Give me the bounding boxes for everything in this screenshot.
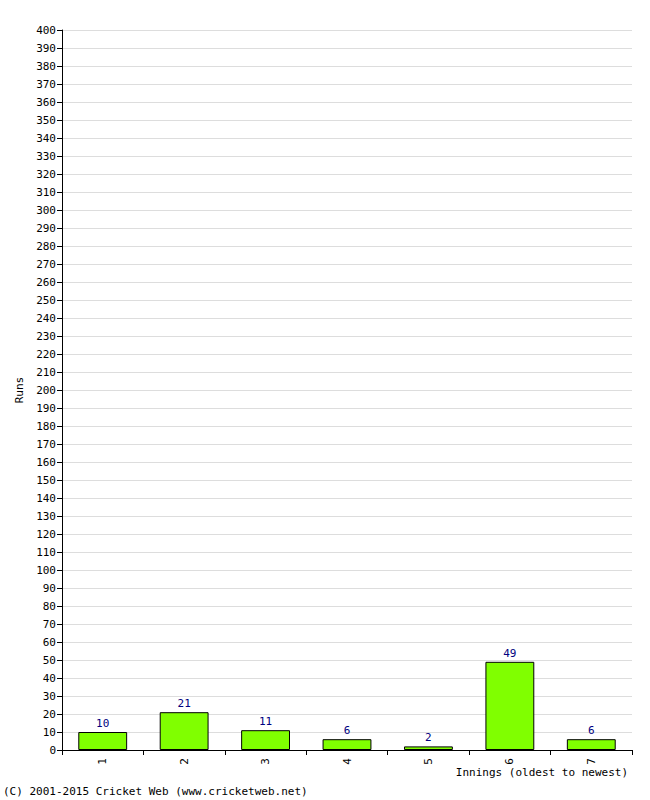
svg-text:5: 5 (422, 758, 435, 765)
svg-text:300: 300 (36, 204, 56, 217)
svg-text:50: 50 (43, 654, 56, 667)
svg-text:230: 230 (36, 330, 56, 343)
svg-text:370: 370 (36, 78, 56, 91)
svg-text:100: 100 (36, 564, 56, 577)
svg-text:90: 90 (43, 582, 56, 595)
svg-text:170: 170 (36, 438, 56, 451)
svg-text:0: 0 (49, 744, 56, 757)
svg-text:250: 250 (36, 294, 56, 307)
svg-text:380: 380 (36, 60, 56, 73)
svg-text:400: 400 (36, 24, 56, 37)
svg-text:20: 20 (43, 708, 56, 721)
svg-text:320: 320 (36, 168, 56, 181)
svg-text:3: 3 (259, 758, 272, 765)
svg-text:130: 130 (36, 510, 56, 523)
svg-text:390: 390 (36, 42, 56, 55)
svg-text:6: 6 (503, 758, 516, 765)
svg-text:290: 290 (36, 222, 56, 235)
svg-text:310: 310 (36, 186, 56, 199)
svg-text:340: 340 (36, 132, 56, 145)
svg-text:200: 200 (36, 384, 56, 397)
svg-text:30: 30 (43, 690, 56, 703)
svg-text:270: 270 (36, 258, 56, 271)
svg-text:6: 6 (344, 724, 351, 737)
svg-text:240: 240 (36, 312, 56, 325)
svg-text:2: 2 (425, 731, 432, 744)
svg-text:140: 140 (36, 492, 56, 505)
svg-text:10: 10 (96, 717, 109, 730)
svg-text:60: 60 (43, 636, 56, 649)
svg-text:150: 150 (36, 474, 56, 487)
svg-text:4: 4 (341, 758, 354, 765)
svg-text:220: 220 (36, 348, 56, 361)
svg-text:180: 180 (36, 420, 56, 433)
svg-text:160: 160 (36, 456, 56, 469)
svg-text:(C) 2001-2015 Cricket Web (www: (C) 2001-2015 Cricket Web (www.cricketwe… (3, 785, 308, 798)
svg-text:1: 1 (96, 758, 109, 765)
svg-text:360: 360 (36, 96, 56, 109)
svg-text:10: 10 (43, 726, 56, 739)
svg-text:280: 280 (36, 240, 56, 253)
svg-text:260: 260 (36, 276, 56, 289)
svg-text:11: 11 (259, 715, 272, 728)
svg-text:40: 40 (43, 672, 56, 685)
svg-text:Innings (oldest to newest): Innings (oldest to newest) (456, 766, 628, 779)
svg-text:49: 49 (503, 647, 516, 660)
svg-text:Runs: Runs (13, 377, 26, 404)
svg-text:210: 210 (36, 366, 56, 379)
svg-text:70: 70 (43, 618, 56, 631)
svg-text:120: 120 (36, 528, 56, 541)
svg-text:21: 21 (178, 697, 191, 710)
svg-text:7: 7 (585, 758, 598, 765)
svg-text:190: 190 (36, 402, 56, 415)
svg-text:110: 110 (36, 546, 56, 559)
svg-text:2: 2 (178, 758, 191, 765)
svg-text:330: 330 (36, 150, 56, 163)
svg-text:80: 80 (43, 600, 56, 613)
svg-text:350: 350 (36, 114, 56, 127)
svg-text:6: 6 (588, 724, 595, 737)
